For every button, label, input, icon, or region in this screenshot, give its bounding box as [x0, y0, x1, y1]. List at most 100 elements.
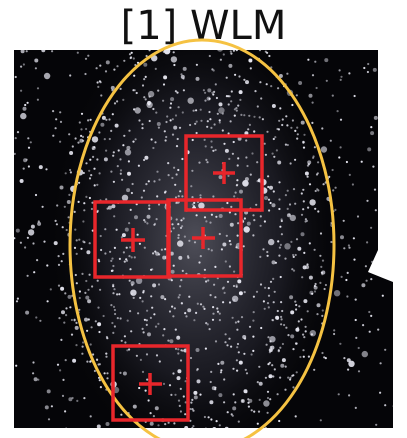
star [284, 243, 291, 250]
star [145, 183, 148, 186]
star [149, 316, 152, 319]
star [362, 324, 365, 327]
star [143, 219, 146, 222]
star [111, 89, 114, 92]
star [81, 135, 85, 138]
star [122, 251, 125, 254]
star [163, 191, 167, 194]
star [88, 273, 91, 276]
star [220, 360, 225, 365]
star [194, 122, 197, 125]
star [229, 50, 232, 53]
star [243, 217, 246, 220]
star [64, 359, 67, 362]
star [192, 205, 196, 208]
star [195, 431, 197, 433]
star [223, 291, 226, 294]
star [119, 87, 122, 90]
star [280, 318, 283, 321]
star [163, 50, 171, 55]
star [208, 328, 211, 331]
star [73, 210, 76, 213]
star [308, 93, 313, 98]
star [206, 120, 209, 123]
star [271, 104, 276, 108]
star [330, 240, 333, 244]
star [118, 257, 121, 260]
star [20, 50, 25, 54]
star [195, 109, 198, 112]
star [273, 290, 276, 293]
star [223, 401, 226, 404]
star [249, 173, 252, 176]
star [158, 360, 161, 363]
star [313, 146, 316, 149]
star [78, 290, 81, 293]
star [138, 242, 141, 245]
star [78, 308, 81, 311]
star [100, 122, 105, 127]
star [34, 193, 38, 197]
star [81, 345, 84, 348]
star [297, 320, 300, 323]
star [321, 351, 324, 355]
star [260, 326, 263, 330]
star [280, 218, 283, 221]
star [187, 97, 194, 104]
star [331, 94, 334, 97]
star [230, 100, 233, 103]
star [82, 220, 85, 223]
star [313, 290, 317, 293]
star [384, 348, 387, 351]
star [158, 178, 161, 181]
star [212, 306, 215, 309]
star [185, 315, 188, 318]
star [276, 127, 279, 131]
star [19, 179, 24, 183]
star [308, 275, 313, 280]
star [191, 203, 194, 206]
star [203, 415, 206, 419]
star [35, 316, 38, 319]
star [303, 336, 306, 339]
star [210, 370, 213, 373]
star [59, 140, 62, 143]
star [189, 32, 191, 34]
star [231, 152, 234, 155]
star [56, 363, 60, 366]
star [197, 42, 199, 44]
star [126, 349, 129, 352]
star [146, 309, 149, 312]
star [162, 83, 166, 86]
star [193, 201, 196, 204]
star [121, 178, 124, 181]
star [307, 206, 310, 209]
star [268, 209, 271, 212]
star [203, 216, 207, 219]
star [27, 137, 30, 140]
star [281, 342, 284, 346]
star [236, 431, 238, 433]
star [377, 273, 380, 276]
star [123, 59, 126, 62]
star [26, 101, 29, 104]
star [142, 189, 146, 192]
star [96, 81, 99, 84]
star [176, 376, 181, 381]
star [105, 60, 110, 65]
star [179, 226, 183, 229]
star [46, 300, 49, 303]
star [193, 241, 197, 244]
star [189, 419, 192, 422]
star [133, 89, 136, 92]
star [193, 319, 196, 322]
star [219, 371, 223, 374]
star [80, 112, 84, 115]
star [319, 281, 322, 284]
star [160, 295, 165, 300]
star [250, 353, 253, 356]
star [314, 207, 317, 210]
star [128, 53, 132, 56]
star [115, 228, 118, 231]
star [179, 387, 182, 390]
